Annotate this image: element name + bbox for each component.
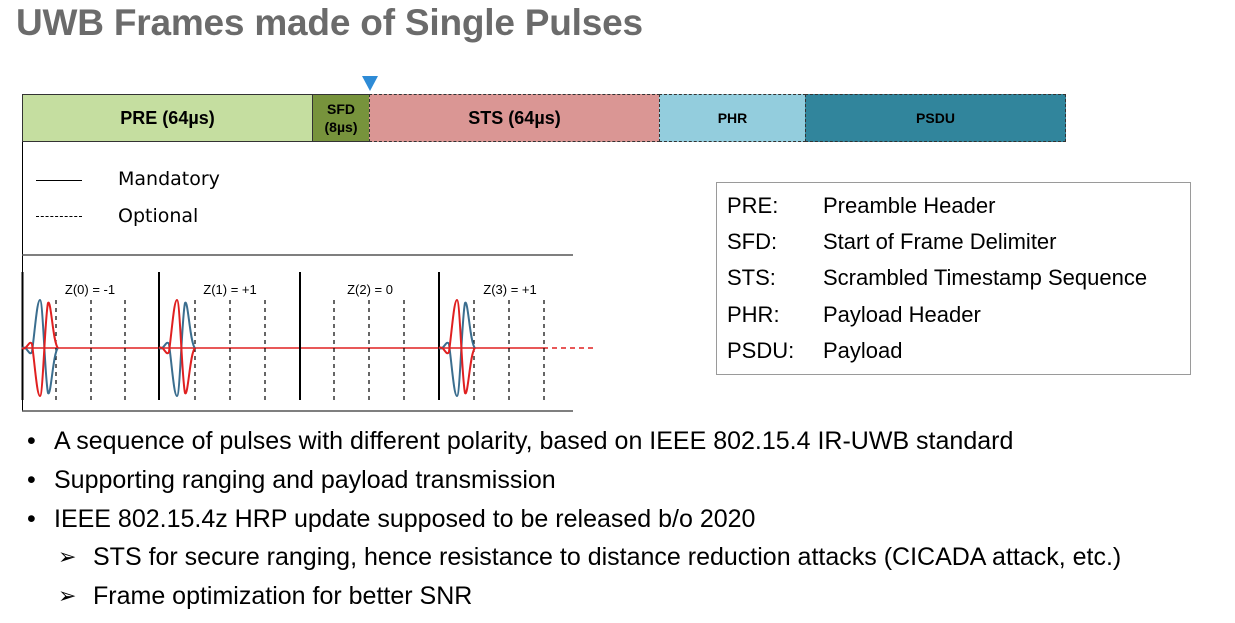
definition-row: PRE: Preamble Header (717, 190, 1190, 226)
pulse-z0-red (21, 301, 59, 398)
pulse-label-z2: Z(2) = 0 (347, 282, 393, 297)
bullet-dot-icon: • (27, 427, 36, 455)
pulse-label-z0: Z(0) = -1 (65, 282, 115, 297)
definition-abbr: SFD: (727, 229, 778, 255)
definition-text: Start of Frame Delimiter (823, 229, 1057, 255)
pulse-z3-red (438, 298, 476, 395)
arrowhead-bullet-icon: ➢ (58, 544, 77, 570)
definition-abbr: STS: (727, 265, 776, 291)
definition-text: Preamble Header (823, 193, 996, 218)
page-title: UWB Frames made of Single Pulses (16, 2, 643, 43)
legend-solid-line (36, 180, 82, 181)
definition-text: Scrambled Timestamp Sequence (823, 265, 1148, 291)
pulse-label-z3: Z(3) = +1 (483, 282, 536, 297)
pulse-waveform-diagram: Z(0) = -1 Z(1) = +1 Z(2) = 0 Z(3) = +1 (21, 142, 594, 412)
pulse-z1-blue (158, 301, 196, 398)
frame-segment-phr: PHR (659, 94, 806, 142)
pulse-z1-red (158, 298, 196, 395)
frame-segment-phr-label: PHR (717, 110, 748, 126)
legend-dashed-line (36, 216, 82, 217)
definition-text: Payload Header (823, 301, 981, 327)
frame-segment-sts-label: STS (64µs) (468, 107, 561, 128)
sub-bullet-text: Frame optimization for better SNR (93, 582, 473, 611)
sfd-label-line2: (8µs) (324, 119, 358, 135)
frame-segment-pre-label: PRE (64µs) (120, 107, 215, 128)
frame-segment-pre: PRE (64µs) (22, 94, 313, 142)
frame-segment-sfd: SFD (8µs) (312, 94, 370, 142)
pulse-label-z1: Z(1) = +1 (203, 282, 256, 297)
definition-text: Payload (823, 337, 903, 363)
definition-abbr: PHR: (727, 301, 780, 327)
frame-segment-psdu: PSDU (805, 94, 1066, 142)
definition-row: PHR: Payload Header (717, 299, 1190, 335)
arrowhead-bullet-icon: ➢ (58, 583, 77, 609)
bullet-text: A sequence of pulses with different pola… (54, 427, 1014, 455)
pulse-z3-blue (438, 301, 476, 398)
frame-segment-psdu-label: PSDU (916, 110, 955, 126)
sts-start-marker-icon (362, 76, 378, 91)
frame-segment-sts: STS (64µs) (369, 94, 660, 142)
pulse-z0-blue (21, 298, 59, 395)
definition-abbr: PRE: (727, 193, 779, 218)
frame-segment-sfd-label: SFD (8µs) (325, 100, 358, 136)
definition-row: STS: Scrambled Timestamp Sequence (717, 262, 1190, 298)
bullet-text: Supporting ranging and payload transmiss… (54, 465, 556, 494)
bullet-text: IEEE 802.15.4z HRP update supposed to be… (54, 504, 756, 533)
legend-mandatory-label: Mandatory (118, 168, 220, 190)
definition-row: SFD: Start of Frame Delimiter (717, 226, 1190, 262)
definition-row: PSDU: Payload (717, 335, 1190, 371)
bullet-dot-icon: • (27, 504, 36, 533)
definition-abbr: PSDU: (727, 337, 795, 363)
abbreviation-box: PRE: Preamble Header SFD: Start of Frame… (716, 182, 1191, 375)
legend-optional-label: Optional (118, 205, 199, 227)
sfd-label-line1: SFD (327, 101, 355, 117)
sub-bullet-text: STS for secure ranging, hence resistance… (93, 543, 1122, 572)
bullet-dot-icon: • (27, 465, 36, 494)
